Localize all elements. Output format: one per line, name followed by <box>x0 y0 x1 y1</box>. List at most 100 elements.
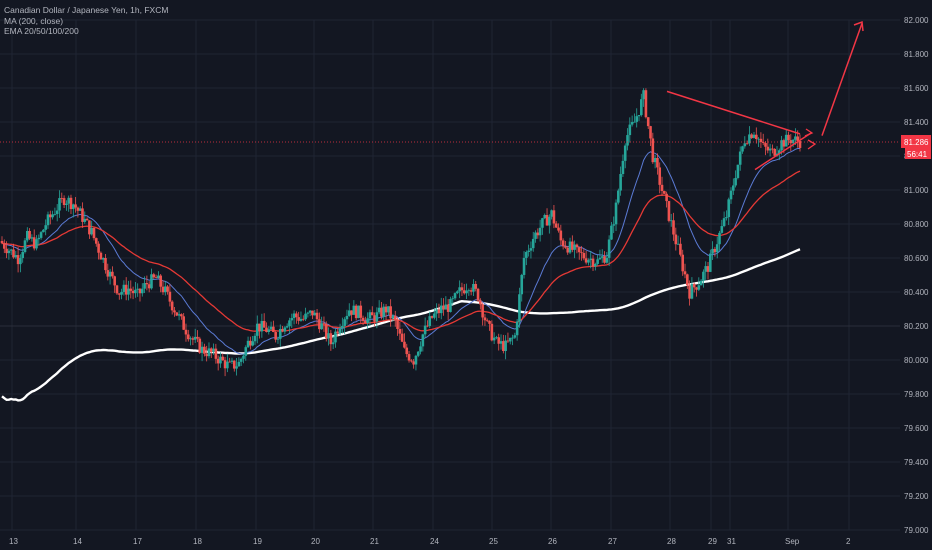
countdown-label: 56:41 <box>907 150 928 159</box>
candle-body <box>695 287 698 290</box>
candle-body <box>504 340 507 352</box>
candle-body <box>242 355 245 359</box>
candle-body <box>216 358 220 364</box>
candle-body <box>672 220 675 235</box>
candle-body <box>483 317 487 321</box>
candle-body <box>474 283 478 289</box>
candle-body <box>439 305 443 314</box>
candle-body <box>200 346 204 353</box>
candle-body <box>76 207 80 211</box>
candle-body <box>495 337 498 339</box>
candle-body <box>663 190 666 194</box>
candle-body <box>780 140 783 151</box>
candle-body <box>674 234 678 245</box>
candle-body <box>697 285 701 290</box>
ma-indicator-label[interactable]: MA (200, close) <box>4 15 64 26</box>
candle-body <box>85 218 89 221</box>
candle-body <box>511 337 514 339</box>
candle-body <box>255 323 259 336</box>
breakout-arrow-line <box>821 23 863 136</box>
price-tick-label: 79.800 <box>904 390 929 399</box>
candle-body <box>154 277 158 279</box>
candle-body <box>508 337 512 342</box>
ma-200-line <box>1 248 801 402</box>
candle-body <box>226 361 229 369</box>
candle-body <box>368 312 372 319</box>
candle-body <box>640 99 643 116</box>
candle-body <box>784 134 788 147</box>
candle-body <box>543 214 547 219</box>
candle-body <box>350 310 353 315</box>
candle-body <box>462 290 466 294</box>
candle-body <box>603 256 606 263</box>
price-tick-label: 79.000 <box>904 526 929 535</box>
candle-body <box>235 366 238 369</box>
candle-body <box>19 258 22 265</box>
time-tick-label: 24 <box>430 537 439 546</box>
candle-body <box>764 143 767 147</box>
candle-body <box>81 208 84 222</box>
candle-body <box>796 136 800 142</box>
candle-body <box>152 274 156 278</box>
candle-body <box>545 214 549 226</box>
candle-body <box>168 291 172 302</box>
candle-body <box>488 320 491 324</box>
candle-body <box>513 335 517 338</box>
candle-body <box>497 337 501 344</box>
candle-body <box>131 290 135 294</box>
price-tick-label: 82.000 <box>904 16 929 25</box>
chart-legend: Canadian Dollar / Japanese Yen, 1h, FXCM… <box>4 5 168 37</box>
price-tick-label: 80.200 <box>904 322 929 331</box>
candle-body <box>380 307 383 317</box>
candle-body <box>752 134 756 138</box>
candle-body <box>48 214 52 218</box>
candle-body <box>704 266 708 272</box>
candle-body <box>108 271 112 277</box>
candle-body <box>32 237 36 249</box>
candle-body <box>357 305 360 319</box>
candle-body <box>283 327 287 332</box>
candle-body <box>94 238 98 244</box>
candle-body <box>161 286 165 293</box>
candle-body <box>361 317 365 321</box>
candle-body <box>568 241 572 253</box>
candle-body <box>228 361 231 363</box>
candle-body <box>2 243 6 249</box>
candle-body <box>209 348 213 353</box>
candle-body <box>299 318 303 321</box>
candle-body <box>260 320 264 332</box>
candle-body <box>791 139 795 144</box>
candle-body <box>653 157 657 163</box>
candle-body <box>219 356 222 364</box>
candle-body <box>771 148 774 150</box>
candle-body <box>173 310 176 313</box>
time-axis[interactable]: 13 14 17 18 19 20 21 24 25 26 27 28 29 31 Sep 2 <box>9 537 851 546</box>
ema-indicator-label[interactable]: EMA 20/50/100/200 <box>4 26 79 36</box>
candle-body <box>594 263 597 267</box>
candle-body <box>637 115 641 117</box>
candle-body <box>359 305 363 318</box>
triangle-lower-arrow-head <box>807 139 817 150</box>
candle-body <box>193 336 197 340</box>
candle-body <box>205 353 208 357</box>
time-tick-label: 20 <box>311 537 320 546</box>
candle-body <box>589 258 593 261</box>
candle-body <box>490 323 494 341</box>
candle-body <box>591 258 595 267</box>
candle-body <box>787 134 790 141</box>
candle-body <box>295 313 298 318</box>
candle-body <box>7 250 11 254</box>
candle-body <box>699 280 703 286</box>
candle-body <box>23 240 27 253</box>
price-tick-label: 79.600 <box>904 424 929 433</box>
candle-body <box>681 254 685 272</box>
candle-body <box>782 140 786 147</box>
symbol-title[interactable]: Canadian Dollar / Japanese Yen, 1h, FXCM <box>4 5 169 15</box>
candle-body <box>479 300 482 305</box>
candle-body <box>541 218 544 228</box>
candle-body <box>773 148 777 156</box>
breakout-arrow-head <box>853 20 864 32</box>
candle-body <box>665 193 668 202</box>
candle-body <box>113 276 116 286</box>
